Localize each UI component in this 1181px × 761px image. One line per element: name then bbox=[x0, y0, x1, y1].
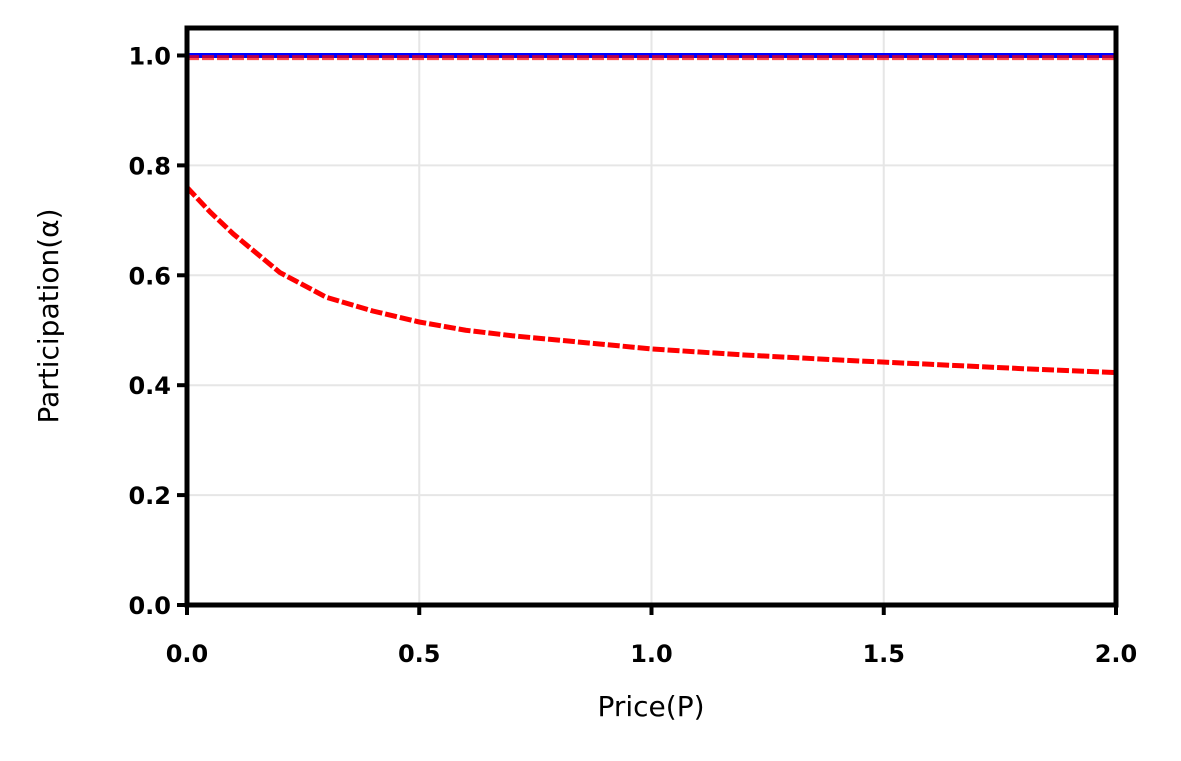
x-tick-label: 2.0 bbox=[1095, 640, 1138, 668]
x-axis-label: Price(P) bbox=[597, 690, 704, 723]
y-tick-label: 0.8 bbox=[128, 152, 171, 180]
x-tick-label: 0.5 bbox=[398, 640, 441, 668]
x-tick-label: 0.0 bbox=[166, 640, 209, 668]
y-tick-label: 0.4 bbox=[128, 372, 171, 400]
y-tick-label: 1.0 bbox=[128, 42, 171, 70]
y-axis-label: Participation(α) bbox=[32, 208, 65, 423]
y-tick-label: 0.0 bbox=[128, 592, 171, 620]
x-tick-label: 1.0 bbox=[630, 640, 673, 668]
y-tick-label: 0.2 bbox=[128, 482, 171, 510]
series-line bbox=[185, 185, 1117, 376]
y-tick-label: 0.6 bbox=[128, 262, 171, 290]
plot-frame bbox=[184, 25, 1119, 608]
x-tick-label: 1.5 bbox=[862, 640, 905, 668]
